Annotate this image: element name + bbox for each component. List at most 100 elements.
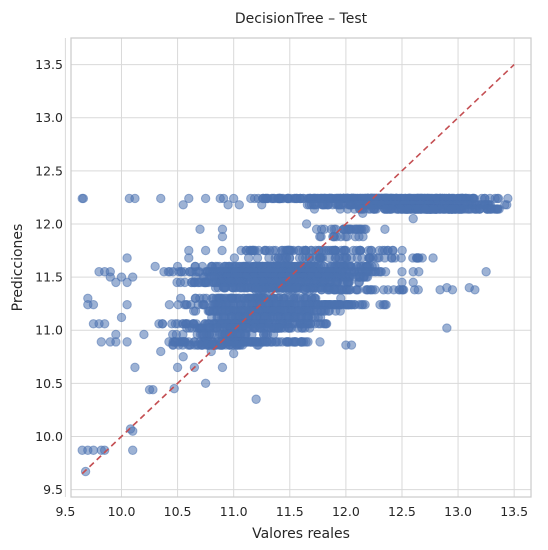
- x-tick-label: 13.0: [444, 504, 472, 519]
- data-points: [77, 193, 513, 477]
- data-point: [375, 299, 385, 310]
- x-tick-label: 11.5: [276, 504, 304, 519]
- data-point: [200, 378, 211, 389]
- data-point: [300, 323, 310, 333]
- chart-title: DecisionTree – Test: [235, 11, 368, 27]
- x-tick-label: 12.0: [332, 504, 360, 519]
- data-point: [334, 253, 344, 263]
- data-point: [493, 193, 504, 204]
- data-point: [262, 337, 272, 347]
- data-point: [383, 285, 393, 295]
- data-point: [251, 394, 261, 404]
- data-point: [217, 362, 228, 373]
- data-point: [300, 285, 310, 295]
- data-point: [96, 337, 106, 347]
- data-point: [357, 299, 367, 310]
- data-point: [175, 277, 186, 288]
- data-point: [397, 267, 407, 277]
- x-tick-label: 13.5: [500, 504, 528, 519]
- x-tick-label: 10.0: [108, 504, 136, 519]
- data-point: [253, 285, 263, 295]
- data-point: [130, 362, 140, 373]
- data-point: [340, 231, 351, 242]
- data-point: [309, 204, 320, 214]
- data-point: [243, 253, 254, 263]
- data-point: [283, 323, 294, 333]
- data-point: [128, 272, 138, 282]
- y-tick-label: 10.5: [35, 376, 63, 391]
- data-point: [446, 204, 457, 214]
- data-point: [411, 204, 422, 214]
- data-point: [354, 231, 364, 242]
- data-point: [157, 319, 168, 329]
- data-point: [184, 193, 194, 204]
- data-point: [419, 204, 430, 214]
- y-tick-labels: 9.5 10.0 10.5 11.0 11.5 12.0 12.5 13.0 13.5: [35, 57, 63, 497]
- data-point: [111, 337, 121, 347]
- data-point: [122, 337, 132, 347]
- data-point: [428, 204, 439, 214]
- data-point: [365, 285, 375, 295]
- data-point: [174, 267, 184, 277]
- data-point: [335, 204, 345, 214]
- data-point: [105, 272, 115, 282]
- data-point: [178, 352, 188, 362]
- y-tick-label: 11.5: [35, 270, 63, 285]
- data-point: [315, 337, 325, 347]
- data-point: [411, 253, 422, 263]
- data-point: [219, 282, 230, 293]
- data-point: [435, 285, 445, 295]
- data-point: [172, 362, 183, 373]
- data-point: [184, 253, 194, 263]
- data-point: [329, 231, 339, 242]
- data-point: [320, 319, 330, 329]
- y-tick-label: 12.0: [35, 216, 63, 231]
- x-tick-label: 10.5: [164, 504, 192, 519]
- y-tick-label: 11.0: [35, 323, 63, 338]
- data-point: [274, 193, 284, 204]
- data-point: [99, 319, 110, 329]
- data-point: [428, 253, 438, 263]
- data-point: [380, 253, 390, 263]
- y-tick-label: 9.5: [43, 482, 63, 497]
- data-point: [189, 340, 200, 350]
- x-tick-labels: 9.5 10.0 10.5 11.0 11.5 12.0 12.5 13.0 13.5: [55, 504, 528, 519]
- data-point: [345, 285, 355, 295]
- data-point: [224, 340, 235, 350]
- data-point: [128, 445, 138, 455]
- data-point: [78, 193, 89, 204]
- data-point: [365, 204, 376, 214]
- data-point: [257, 200, 267, 210]
- data-point: [396, 204, 406, 214]
- data-point: [288, 285, 299, 295]
- data-point: [380, 224, 390, 234]
- data-point: [116, 312, 127, 323]
- data-point: [352, 253, 362, 263]
- data-point: [280, 253, 290, 263]
- data-point: [294, 253, 305, 263]
- data-point: [470, 285, 480, 295]
- data-point: [139, 329, 149, 340]
- y-tick-label: 12.5: [35, 163, 63, 178]
- x-axis-label: Valores reales: [252, 526, 350, 542]
- data-point: [247, 245, 258, 256]
- data-point: [362, 272, 373, 282]
- data-point: [88, 299, 99, 310]
- data-point: [396, 253, 406, 263]
- data-point: [387, 204, 397, 214]
- data-point: [116, 272, 127, 282]
- data-point: [409, 285, 420, 295]
- data-point: [223, 200, 233, 210]
- data-point: [190, 306, 201, 316]
- data-point: [218, 193, 229, 204]
- data-point: [88, 445, 99, 455]
- data-point: [311, 253, 322, 263]
- data-point: [193, 277, 203, 288]
- data-point: [317, 200, 328, 210]
- data-point: [323, 285, 333, 295]
- data-point: [397, 285, 408, 295]
- data-point: [277, 337, 287, 347]
- data-point: [229, 253, 240, 263]
- data-point: [217, 231, 228, 242]
